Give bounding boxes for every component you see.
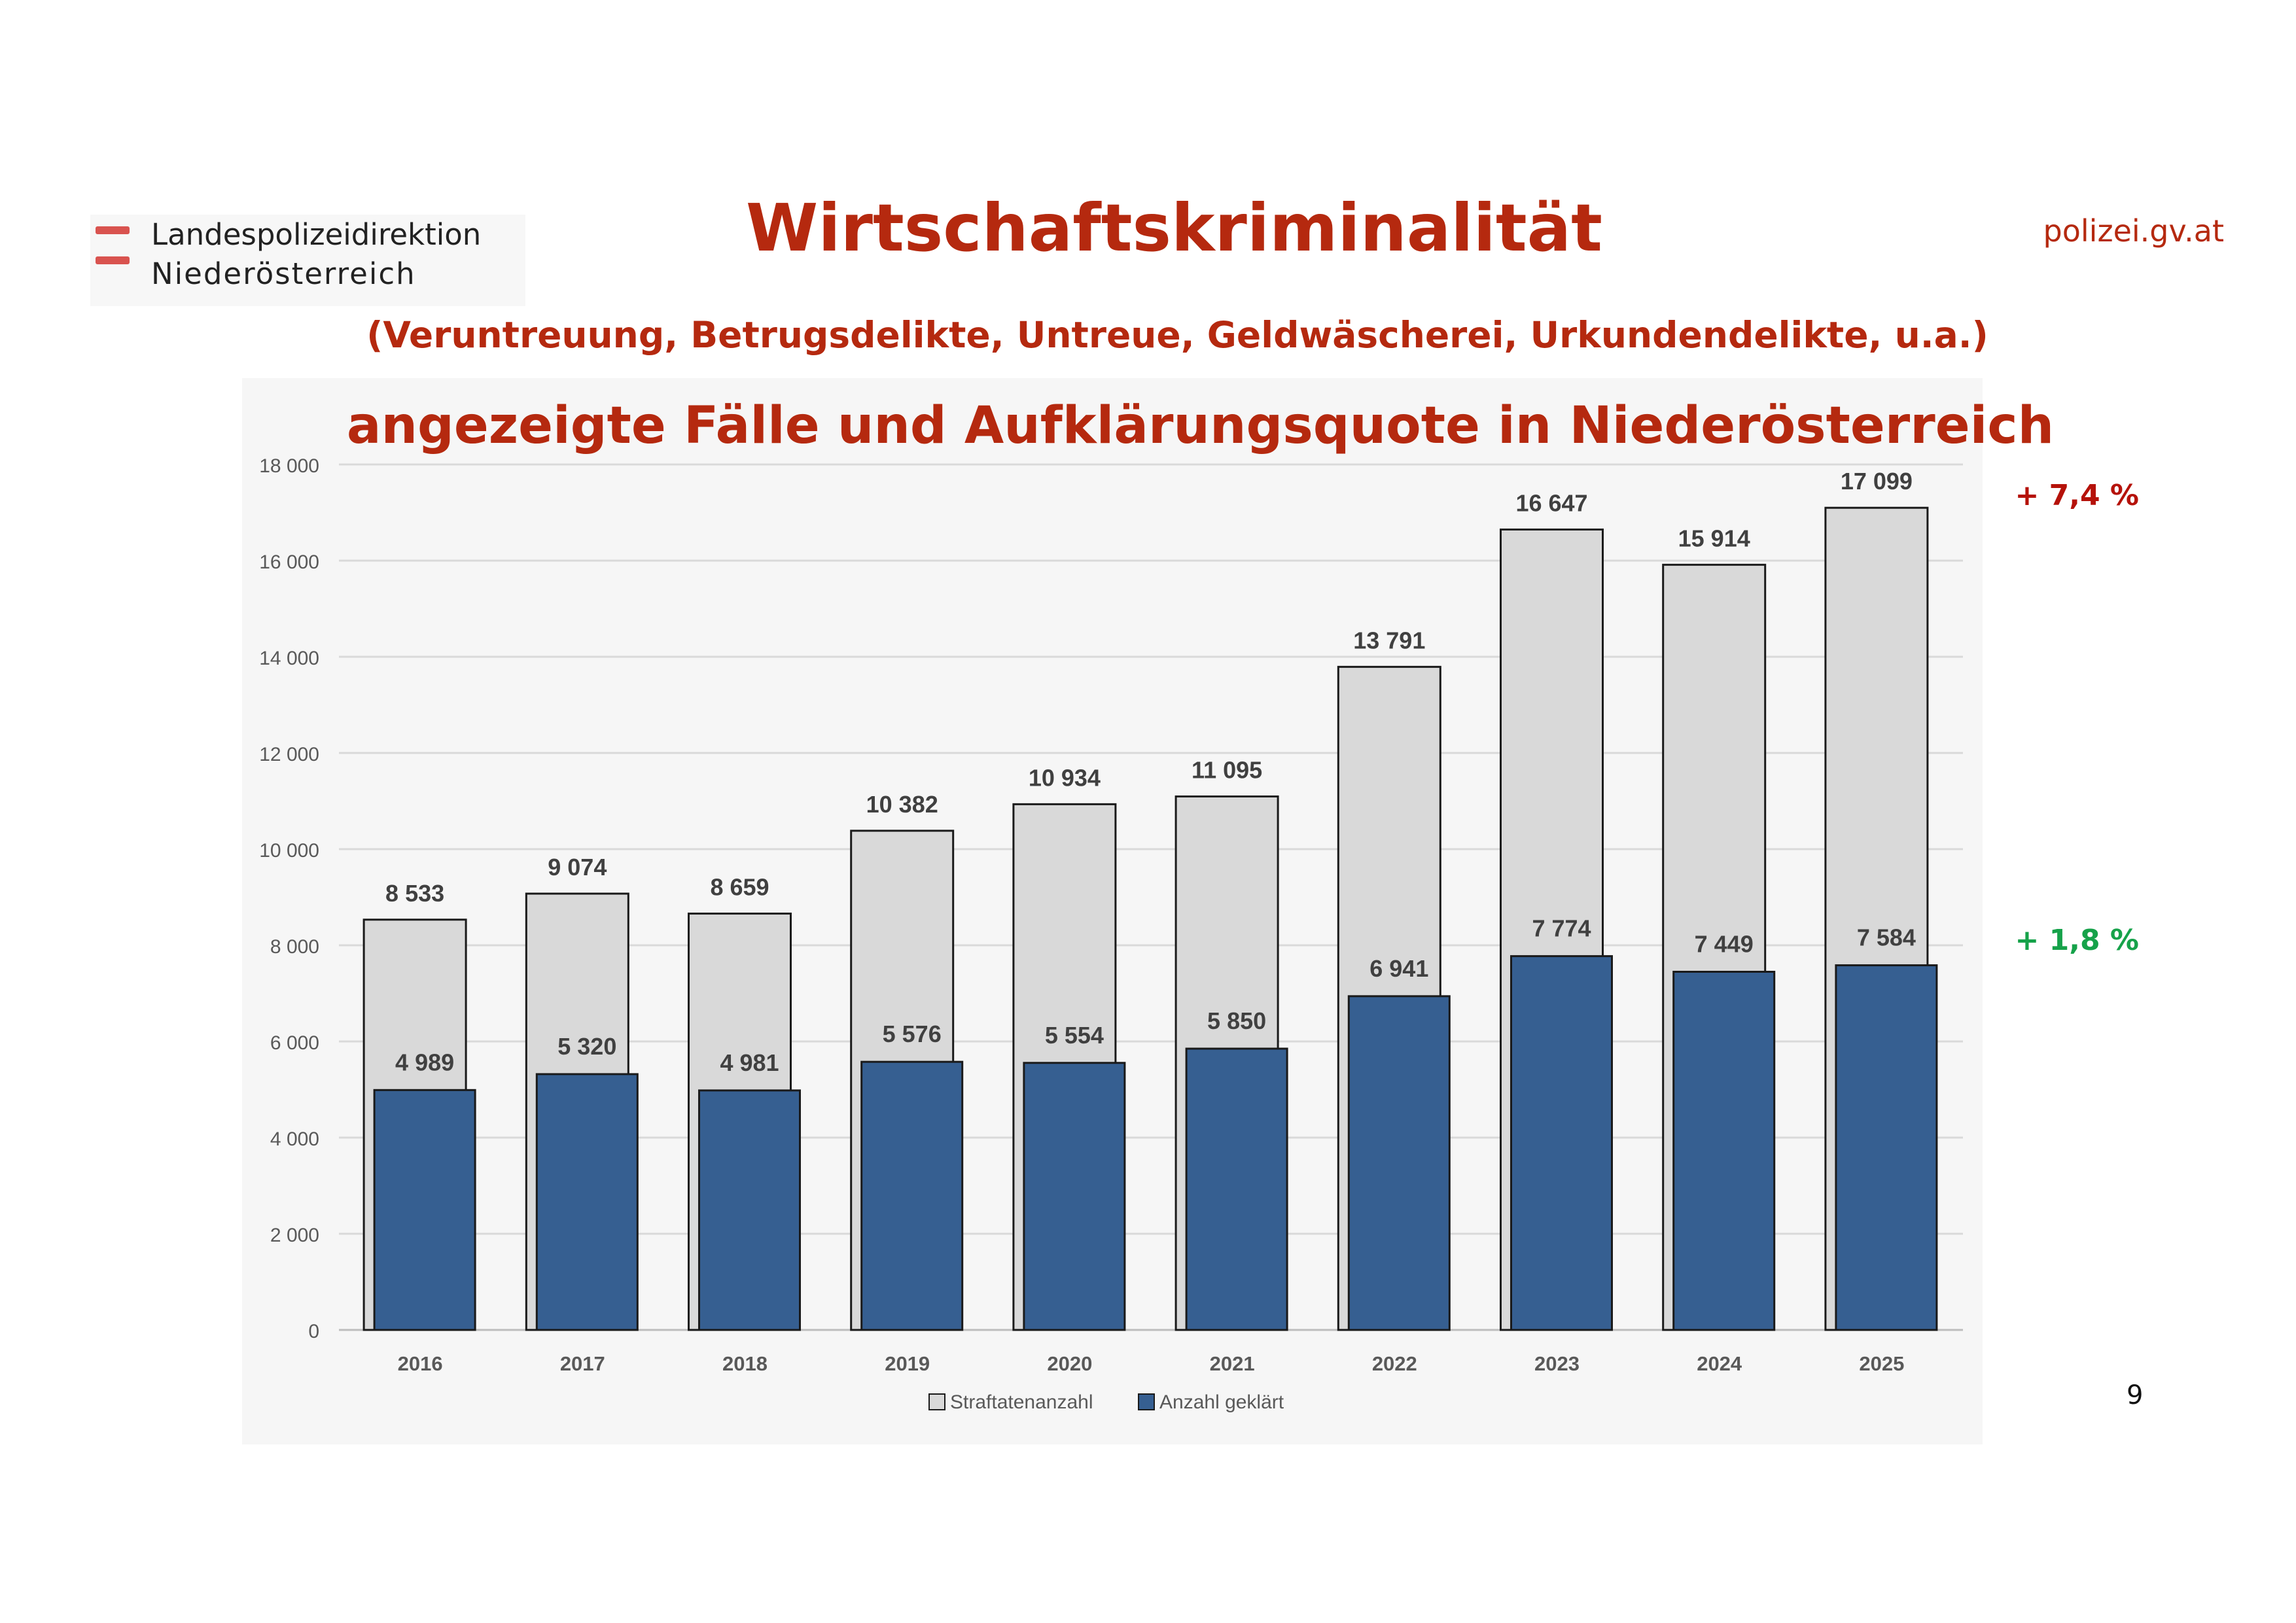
y-tick-label: 8 000 xyxy=(270,936,319,958)
y-tick-label: 14 000 xyxy=(259,648,319,669)
legend-label: Anzahl geklärt xyxy=(1159,1391,1284,1413)
logo-line2: Niederösterreich xyxy=(151,256,416,291)
y-tick-label: 10 000 xyxy=(259,840,319,862)
y-tick-label: 12 000 xyxy=(259,744,319,765)
data-label-straftatenanzahl: 8 659 xyxy=(710,874,769,901)
data-label-anzahl-geklaert: 5 320 xyxy=(557,1033,616,1060)
legend-swatch xyxy=(1138,1393,1155,1410)
y-tick-label: 18 000 xyxy=(259,455,319,477)
legend-label: Straftatenanzahl xyxy=(950,1391,1093,1413)
x-tick-label: 2023 xyxy=(1534,1352,1580,1375)
data-label-anzahl-geklaert: 5 576 xyxy=(883,1021,942,1047)
data-label-anzahl-geklaert: 7 449 xyxy=(1695,930,1754,957)
y-tick-label: 2 000 xyxy=(270,1225,319,1246)
page-subtitle: (Veruntreuung, Betrugsdelikte, Untreue, … xyxy=(366,314,1988,356)
page-title: Wirtschaftskriminalität xyxy=(746,190,1602,266)
x-tick-label: 2024 xyxy=(1697,1352,1742,1375)
bar-anzahl-geklaert xyxy=(1510,955,1613,1331)
x-tick-label: 2016 xyxy=(398,1352,443,1375)
data-label-straftatenanzahl: 8 533 xyxy=(385,880,444,907)
y-tick-label: 4 000 xyxy=(270,1128,319,1150)
data-label-straftatenanzahl: 10 934 xyxy=(1029,764,1101,791)
data-label-anzahl-geklaert: 5 554 xyxy=(1045,1022,1104,1049)
data-label-anzahl-geklaert: 4 981 xyxy=(720,1049,779,1076)
data-label-anzahl-geklaert: 4 989 xyxy=(395,1049,454,1075)
data-label-anzahl-geklaert: 5 850 xyxy=(1207,1007,1266,1034)
bar-anzahl-geklaert xyxy=(1023,1062,1126,1331)
bar-anzahl-geklaert xyxy=(373,1089,476,1331)
bar-anzahl-geklaert xyxy=(1185,1047,1288,1331)
data-label-anzahl-geklaert: 7 584 xyxy=(1857,924,1916,951)
bar-anzahl-geklaert xyxy=(860,1060,964,1331)
bar-anzahl-geklaert xyxy=(535,1073,639,1331)
total-change-annotation: + 7,4 % xyxy=(2015,479,2139,512)
y-tick-label: 6 000 xyxy=(270,1032,319,1054)
site-link[interactable]: polizei.gv.at xyxy=(2043,213,2224,249)
data-label-straftatenanzahl: 11 095 xyxy=(1192,757,1262,784)
x-tick-label: 2025 xyxy=(1859,1352,1904,1375)
page-number: 9 xyxy=(2127,1380,2144,1410)
data-label-straftatenanzahl: 9 074 xyxy=(548,854,607,881)
data-label-straftatenanzahl: 15 914 xyxy=(1678,525,1750,551)
x-tick-label: 2020 xyxy=(1047,1352,1092,1375)
x-tick-label: 2019 xyxy=(885,1352,930,1375)
bar-anzahl-geklaert xyxy=(1835,964,1938,1331)
data-label-anzahl-geklaert: 6 941 xyxy=(1369,955,1428,982)
y-tick-label: 16 000 xyxy=(259,551,319,573)
legend-swatch xyxy=(928,1393,945,1410)
data-label-straftatenanzahl: 10 382 xyxy=(866,791,938,818)
cleared-change-annotation: + 1,8 % xyxy=(2015,924,2139,957)
y-tick-label: 0 xyxy=(308,1321,319,1342)
data-label-straftatenanzahl: 13 791 xyxy=(1353,627,1425,654)
x-tick-label: 2017 xyxy=(560,1352,605,1375)
logo-line1: Landespolizeidirektion xyxy=(151,217,482,252)
data-label-straftatenanzahl: 17 099 xyxy=(1841,468,1913,495)
bar-anzahl-geklaert xyxy=(698,1089,801,1331)
bar-anzahl-geklaert xyxy=(1347,995,1451,1331)
data-label-straftatenanzahl: 16 647 xyxy=(1515,489,1587,516)
austria-flag-icon xyxy=(96,226,130,271)
x-tick-label: 2021 xyxy=(1210,1352,1255,1375)
data-label-anzahl-geklaert: 7 774 xyxy=(1532,915,1591,942)
x-tick-label: 2018 xyxy=(722,1352,768,1375)
x-tick-label: 2022 xyxy=(1372,1352,1417,1375)
chart-title: angezeigte Fälle und Aufklärungsquote in… xyxy=(346,396,2055,455)
bar-anzahl-geklaert xyxy=(1672,970,1776,1331)
logo: Landespolizeidirektion Niederösterreich xyxy=(90,215,525,306)
